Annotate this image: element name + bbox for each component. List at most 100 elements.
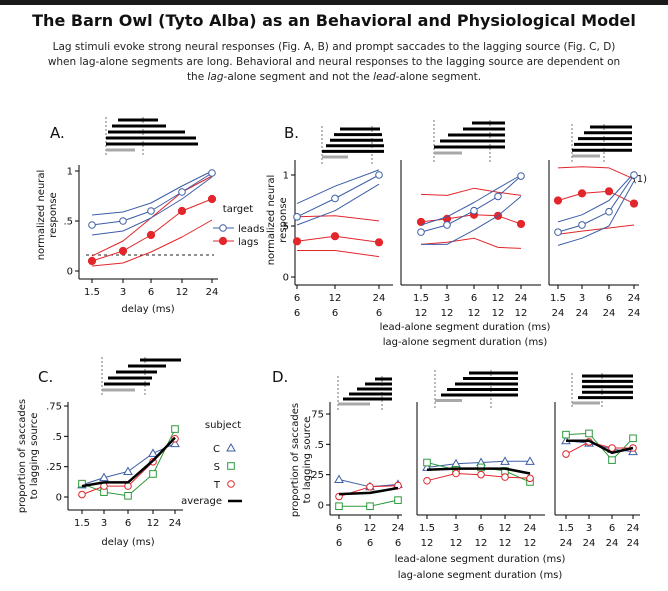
panel-c-series-C-point [148,448,158,457]
panel-b-xtick-label-row2: 24 [552,308,565,319]
panel-d-xlabel-lead: lead-alone segment duration (ms) [395,554,566,565]
panel-d-series-T-point [477,470,485,479]
panel-d-series-S-point [394,496,402,504]
panel-d-xtick-label-row2: 6 [367,538,373,549]
panel-b-xtick-label: 12 [492,293,505,304]
panel-a-label: A. [50,124,65,142]
panel-c-ylabel: proportion of saccades [17,399,28,513]
panel-d-xtick-label: 24 [627,523,640,534]
panel-a-leads-lower-band [91,176,213,236]
panel-c-ylabel: to lagging source [29,413,40,500]
panel-b-xtick-label: 3 [444,293,450,304]
panel-b-xtick-label: 6 [294,293,300,304]
panel-a-leads-point [178,188,186,196]
panel-a-ytick-label: .5 [63,217,73,228]
panel-d-series-T-point [608,444,616,452]
panel-b-ytick-label: .5 [279,222,289,233]
panel-d-xtick-label-row2: 24 [560,538,573,549]
panel-d-xtick-label: 6 [336,523,342,534]
panel-b-lags-point [516,219,526,229]
legend-c-marker-T [227,480,235,488]
poster-subtitle: Lag stimuli evoke strong neural response… [40,40,628,85]
panel-a-leads-upper-band [91,170,213,216]
legend-c-label-S: S [214,462,220,473]
panel-b-xlabel-lag: lag-alone segment duration (ms) [383,337,548,348]
legend-c-label-T: T [213,480,221,491]
panel-b-leads-lower-band [421,196,522,245]
panel-b-label: B. [284,124,299,142]
panel-d-xtick-label-row2: 24 [627,538,640,549]
legend-c-marker-C [226,442,236,452]
panel-b-lags-upper-band [420,187,522,196]
panel-c-ytick-label: .25 [46,462,62,473]
panel-d-series-S-point [608,456,616,464]
panel-d-label: D. [272,368,288,386]
panel-d-xtick-label: 1.5 [558,523,574,534]
panel-d-xtick-label-row2: 24 [583,538,596,549]
panel-d-xtick-label-row2: 6 [395,538,401,549]
panel-d-ytick-label: .75 [308,410,324,421]
panel-d-series-T-point [366,483,374,491]
panel-d-series-T-point [526,474,534,483]
panel-d-series-T-point [501,473,509,481]
panel-b-xtick-label-row2: 24 [603,308,616,319]
panel-d-series-C-point [500,456,510,465]
panel-d-series-T-line [565,441,633,455]
panel-c-label: C. [38,368,53,386]
panel-b-lags-lower-band [420,237,522,249]
panel-d-xtick-label: 6 [478,523,484,534]
panel-b-lags-lower-band [297,250,380,258]
panel-d-average-line [566,439,634,455]
panel-b-xtick-label: 1.5 [413,293,429,304]
panel-b-lags-line [557,190,635,205]
panel-a-xtick-label: 12 [176,287,189,298]
panel-b-lags-point [604,187,614,196]
panel-c-xlabel: delay (ms) [101,537,154,548]
panel-d-series-T-point [562,450,570,458]
panel-b-xtick-label: 6 [471,293,477,304]
panel-b-xtick-label-row2: 6 [376,308,382,319]
poster-title: The Barn Owl (Tyto Alba) as an Behaviora… [32,11,636,30]
panel-c-xtick-label: 1.5 [74,518,90,529]
panel-b-xtick-label: 24 [373,293,386,304]
panel-c-xtick-label: 3 [101,518,107,529]
panel-b-xtick-label: 12 [329,293,342,304]
panel-b-lags-point [577,189,587,198]
panel-d-series-S-point [585,429,593,438]
panel-b-xtick-label: 24 [628,293,641,304]
panel-d-series-S-point [366,502,374,511]
panel-a-leads-point [208,169,216,177]
panel-a-xtick-label: 6 [148,287,154,298]
panel-c-ytick-label: .5 [52,432,62,443]
panel-d-xtick-label: 3 [586,523,592,534]
panel-d-xtick-label-row2: 12 [475,538,488,549]
panel-b-xtick-label-row2: 6 [294,308,300,319]
panel-b-lags-lower-band [557,224,635,235]
panel-d-series-S-point [562,430,570,439]
panel-b-xtick-label-row2: 12 [515,308,528,319]
panel-a-lags-point [177,206,187,216]
panel-c-series-S-point [124,491,132,500]
panel-b-ytick-label: 1 [283,171,289,182]
panel-b-leads-point [375,171,383,179]
panel-d-xtick-label-row2: 12 [421,538,434,549]
panel-a-ytick-label: 1 [67,167,73,178]
panel-a-ytick-label: 0 [67,267,73,278]
panel-d-series-C-point [334,474,344,484]
panel-c-series-C-point [123,466,133,476]
panel-b-ylabel: normalized neural [266,175,277,266]
panel-b-xlabel-lead: lead-alone segment duration (ms) [380,322,551,333]
panel-a-lags-point [207,194,217,204]
panel-a-xlabel: delay (ms) [121,304,174,315]
panel-b-xtick-label-row2: 12 [492,308,505,319]
legend-c-label-average: average [181,496,222,507]
panel-b-annotation: (1) [633,174,647,185]
panel-b-lags-point [292,237,302,246]
panel-b-lags-upper-band [296,215,380,222]
panel-b-xtick-label: 1.5 [550,293,566,304]
panel-d-xtick-label-row2: 12 [499,538,512,549]
panel-b-leads-line [557,174,635,233]
panel-b-xtick-label: 3 [579,293,585,304]
panel-c-xtick-label: 24 [169,518,182,529]
